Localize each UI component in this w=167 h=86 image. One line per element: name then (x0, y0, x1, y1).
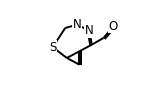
Text: S: S (49, 41, 56, 54)
Text: N: N (72, 18, 81, 31)
Text: O: O (109, 20, 118, 33)
Text: N: N (85, 24, 94, 37)
